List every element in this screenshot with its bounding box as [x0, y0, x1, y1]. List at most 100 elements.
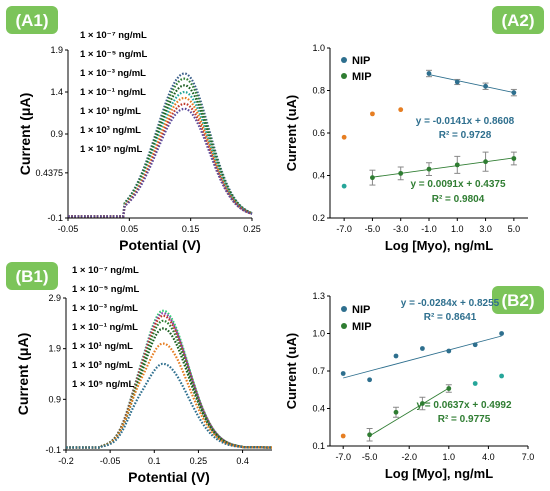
y-tick-label: 0.8: [312, 86, 325, 96]
data-point: [483, 159, 488, 164]
panel-label-a1: (A1): [6, 6, 58, 34]
equation: y = -0.0284x + 0.8255: [401, 298, 500, 309]
x-tick-label: 0.1: [148, 456, 161, 466]
panel-label-a2: (A2): [492, 6, 544, 34]
r-squared: R² = 0.9728: [439, 130, 492, 141]
equation: y = 0.0637x + 0.4992: [416, 400, 512, 411]
x-tick-label: -1.0: [421, 224, 437, 234]
x-tick-label: -7.0: [336, 224, 352, 234]
data-point: [483, 84, 488, 89]
series-curve: [66, 364, 272, 448]
data-point: [370, 175, 375, 180]
chart-b2: -7.0 -5.0 -2.0 1.0 4.0 7.00.10.40.71.01.3Log …: [284, 291, 534, 481]
y-tick-label: -0.1: [45, 445, 61, 455]
y-axis-label: Current (uA): [284, 333, 299, 410]
legend-entry: 1 × 10³ ng/mL: [80, 125, 141, 136]
equation: y = 0.0091x + 0.4375: [410, 179, 506, 190]
y-tick-label: 0.1: [312, 441, 325, 451]
r-squared: R² = 0.9804: [432, 194, 485, 205]
legend-entry: MIP: [352, 71, 372, 83]
x-tick-label: -3.0: [393, 224, 409, 234]
legend-entry: 1 × 10⁻⁵ ng/mL: [72, 284, 139, 295]
y-tick-label: 0.2: [312, 213, 325, 223]
data-point: [455, 162, 460, 167]
x-tick-label: 0.25: [243, 224, 261, 234]
data-point: [394, 410, 399, 415]
series-curve: [68, 104, 252, 217]
svg-text:(B2): (B2): [501, 291, 534, 310]
data-point: [473, 381, 478, 386]
chart-a2: -7.0 -5.0 -3.0 -1.0 1.0 3.0 5.0 0.2 0.4 0.6 0.8 1.0…: [284, 43, 528, 253]
legend-entry: 1 × 10⁻⁷ ng/mL: [72, 265, 139, 276]
data-point: [511, 156, 516, 161]
data-point: [341, 371, 346, 376]
data-point: [342, 184, 347, 189]
y-tick-label: 1.0: [312, 43, 325, 53]
legend-marker: [341, 73, 347, 79]
x-axis-label: Log [Myo], ng/mL: [385, 466, 493, 481]
x-tick-label: 5.0: [508, 224, 521, 234]
x-tick-label: 0.25: [190, 456, 208, 466]
data-point: [427, 167, 432, 172]
data-point: [473, 342, 478, 347]
data-point: [511, 90, 516, 95]
legend-entry: 1 × 10³ ng/mL: [72, 360, 133, 371]
x-tick-label: 4.0: [482, 452, 495, 462]
data-point: [420, 346, 425, 351]
x-tick-label: 0.15: [182, 224, 200, 234]
x-axis-label: Potential (V): [119, 237, 201, 253]
r-squared: R² = 0.9775: [438, 414, 491, 425]
svg-text:(A1): (A1): [15, 11, 48, 30]
y-tick-label: 1.3: [312, 291, 325, 301]
y-axis-label: Current (μA): [17, 93, 33, 175]
svg-text:(B1): (B1): [15, 267, 48, 286]
trend-line: [372, 158, 513, 177]
data-point: [341, 434, 346, 439]
legend-marker: [341, 323, 347, 329]
legend-entry: 1 × 10⁻³ ng/mL: [80, 68, 146, 79]
x-tick-label: -2.0: [401, 452, 417, 462]
data-point: [499, 331, 504, 336]
legend-entry: 1 × 10⁻⁵ ng/mL: [80, 49, 147, 60]
y-tick-label: -0.1: [47, 213, 63, 223]
equation: y = -0.0141x + 0.8608: [416, 116, 515, 127]
data-point: [367, 432, 372, 437]
x-axis-label: Potential (V): [128, 469, 210, 485]
data-point: [455, 80, 460, 85]
panel-label-b1: (B1): [6, 262, 58, 290]
x-tick-label: -5.0: [362, 452, 378, 462]
data-point: [342, 135, 347, 140]
data-point: [446, 386, 451, 391]
x-tick-label: -0.05: [58, 224, 79, 234]
x-tick-label: 0.05: [121, 224, 139, 234]
y-axis-label: Current (uA): [284, 95, 299, 172]
x-tick-label: -7.0: [335, 452, 351, 462]
legend-marker: [341, 306, 347, 312]
y-axis-label: Current (μA): [15, 333, 31, 415]
legend-entry: NIP: [352, 55, 370, 67]
trend-line: [370, 388, 449, 436]
x-tick-label: 1.0: [443, 452, 456, 462]
x-tick-label: -5.0: [365, 224, 381, 234]
chart-a1: -0.05 0.05 0.15 0.25 -0.1 0.4375 0.9 1.4 1.9 Pote…: [17, 30, 261, 253]
svg-text:(A2): (A2): [501, 11, 534, 30]
legend-entry: 1 × 10⁵ ng/mL: [80, 144, 142, 155]
legend-entry: NIP: [352, 304, 370, 316]
y-tick-label: 0.9: [50, 129, 63, 139]
x-tick-label: 3.0: [479, 224, 492, 234]
y-tick-label: 0.4375: [35, 168, 63, 178]
trend-line: [343, 336, 501, 378]
data-point: [427, 71, 432, 76]
x-tick-label: 0.4: [236, 456, 249, 466]
data-point: [398, 107, 403, 112]
y-tick-label: 0.4: [312, 171, 325, 181]
y-tick-label: 0.6: [312, 128, 325, 138]
data-point: [367, 377, 372, 382]
legend-entry: 1 × 10¹ ng/mL: [72, 341, 133, 352]
x-tick-label: 1.0: [451, 224, 464, 234]
legend-marker: [341, 57, 347, 63]
y-tick-label: 0.9: [48, 394, 61, 404]
legend-entry: 1 × 10¹ ng/mL: [80, 106, 141, 117]
x-axis-label: Log [Myo), ng/mL: [385, 238, 493, 253]
